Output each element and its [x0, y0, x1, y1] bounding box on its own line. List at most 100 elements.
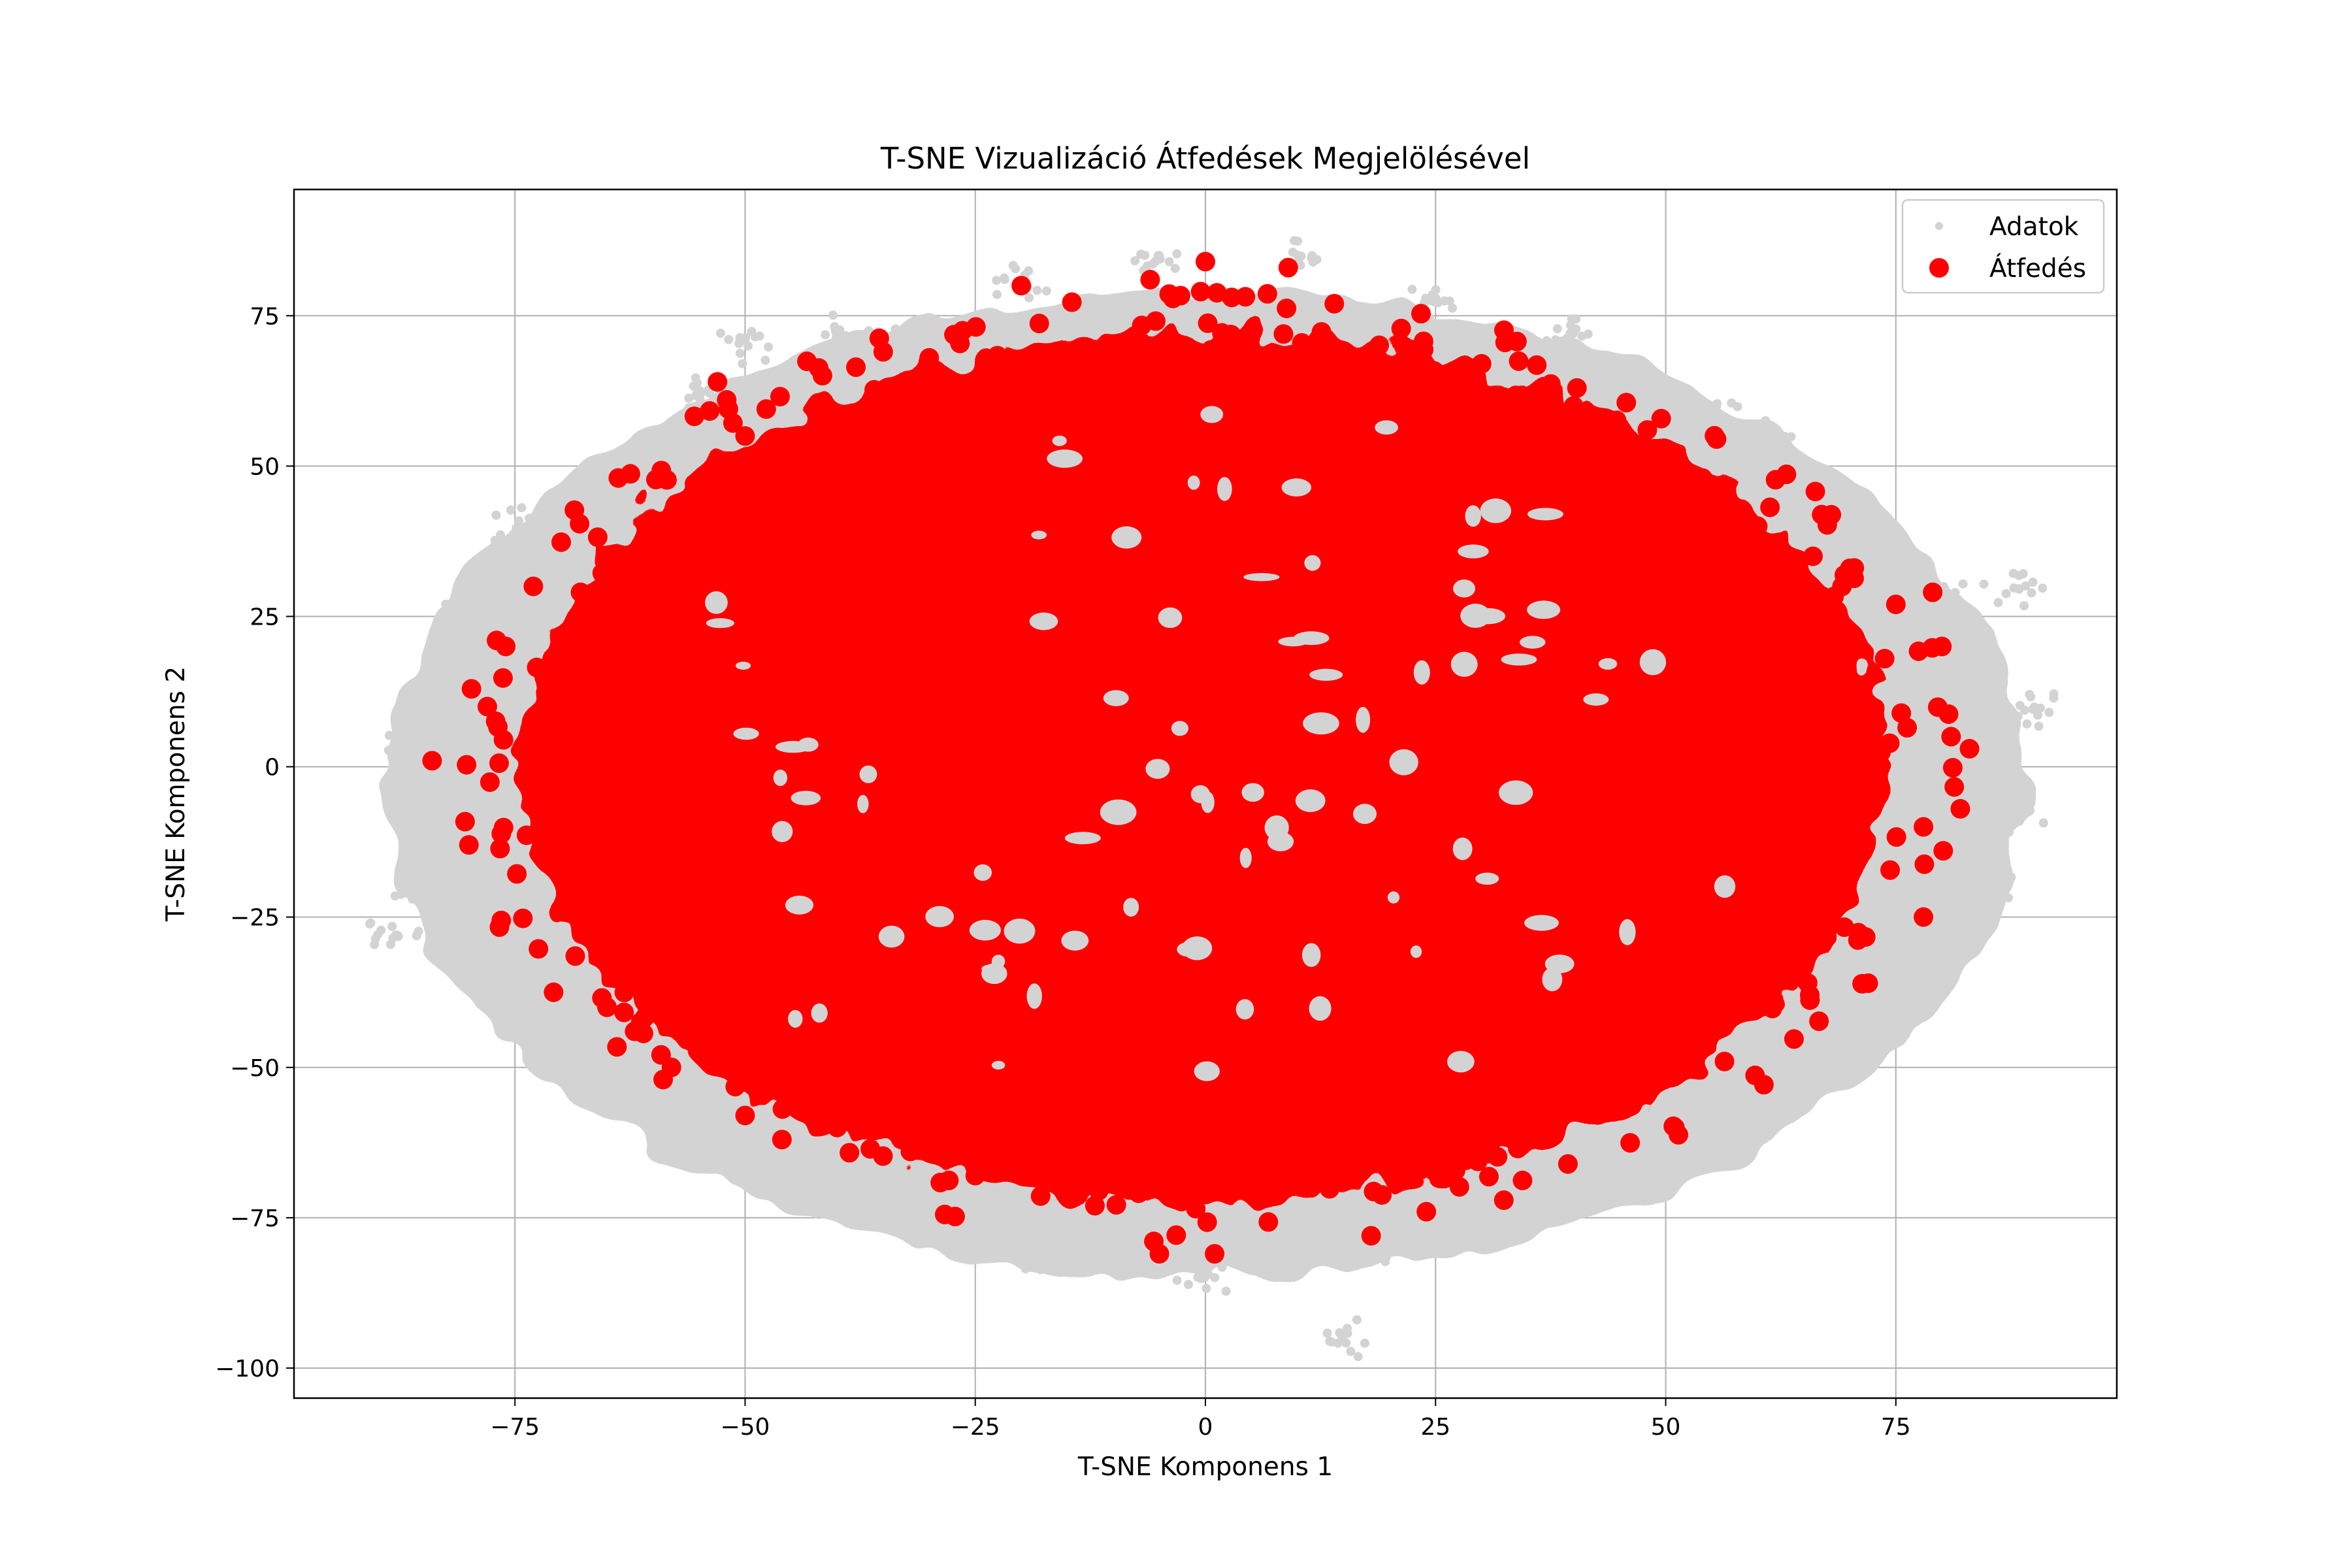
overlap-point — [529, 939, 549, 959]
data-point — [861, 1202, 871, 1212]
overlap-point — [1908, 641, 1929, 661]
data-point — [1733, 402, 1742, 412]
overlap-point — [635, 513, 655, 533]
overlap-gap — [1239, 847, 1252, 868]
data-point — [443, 881, 453, 890]
overlap-gap — [1171, 721, 1189, 736]
overlap-point — [1258, 1212, 1279, 1232]
overlap-point — [744, 1053, 764, 1073]
overlap-point — [1190, 282, 1211, 302]
overlap-point — [544, 982, 564, 1002]
data-point — [474, 606, 483, 615]
overlap-gap — [772, 821, 793, 843]
data-point — [1730, 1105, 1740, 1115]
overlap-point — [1765, 470, 1786, 490]
overlap-point — [1196, 252, 1215, 272]
y-tick-label: 25 — [250, 604, 280, 630]
data-point — [2018, 569, 2028, 579]
overlap-point — [930, 1172, 951, 1192]
y-tick-label: 75 — [250, 303, 280, 330]
overlap-point — [827, 1117, 847, 1137]
overlap-point — [1197, 1212, 1217, 1232]
data-point — [1577, 348, 1587, 358]
overlap-point — [1257, 284, 1277, 304]
overlap-point — [679, 1005, 699, 1026]
overlap-point — [725, 1077, 745, 1097]
x-tick-label: 0 — [1198, 1414, 1213, 1441]
data-point — [1024, 293, 1034, 302]
overlap-point — [1718, 1005, 1738, 1025]
data-point — [548, 589, 558, 599]
overlap-point — [840, 1143, 860, 1163]
overlap-point — [523, 576, 544, 596]
overlap-gap — [1475, 872, 1499, 885]
overlap-gap — [1123, 898, 1139, 917]
overlap-point — [846, 357, 866, 377]
data-point — [1307, 251, 1317, 261]
overlap-point — [1039, 1162, 1060, 1182]
overlap-point — [651, 1045, 671, 1065]
overlap-gap — [1460, 603, 1491, 629]
data-point — [992, 289, 1002, 299]
data-point — [796, 383, 806, 393]
overlap-gap — [1375, 420, 1399, 435]
overlap-point — [1494, 320, 1514, 340]
overlap-point — [490, 838, 510, 858]
data-point — [1712, 399, 1722, 408]
overlap-point — [1226, 1170, 1247, 1190]
overlap-point — [1106, 1195, 1126, 1215]
data-point — [1958, 579, 1968, 589]
data-point — [1153, 252, 1163, 261]
overlap-point — [1508, 1138, 1528, 1158]
overlap-point — [967, 372, 987, 392]
overlap-point — [537, 667, 557, 687]
data-point — [580, 1038, 589, 1048]
data-point — [1130, 256, 1140, 266]
overlap-point — [1603, 1102, 1624, 1122]
overlap-point — [1277, 298, 1297, 318]
overlap-point — [555, 787, 575, 807]
data-point — [594, 1039, 604, 1049]
data-point — [1919, 572, 1929, 582]
data-point — [456, 613, 466, 623]
overlap-point — [1651, 408, 1671, 429]
overlap-point — [1725, 498, 1746, 519]
data-point — [679, 1111, 689, 1120]
overlap-gap — [1413, 660, 1430, 685]
overlap-point — [684, 474, 704, 494]
x-tick-label: −75 — [490, 1414, 540, 1441]
overlap-point — [779, 435, 800, 455]
overlap-point — [1859, 731, 1879, 751]
data-point — [1368, 1256, 1378, 1266]
data-point — [1906, 980, 1916, 990]
overlap-point — [513, 908, 533, 928]
overlap-point — [485, 711, 506, 731]
data-point — [1714, 1088, 1724, 1098]
data-point — [1859, 1041, 1869, 1051]
data-point — [1705, 1091, 1714, 1101]
overlap-gap — [775, 741, 811, 753]
overlap-gap — [1410, 945, 1422, 958]
y-axis-ticks: −100 −75 −50 −25 0 25 50 75 — [215, 303, 294, 1382]
overlap-point — [1130, 336, 1151, 357]
overlap-point — [603, 928, 623, 949]
overlap-gap — [1293, 631, 1330, 645]
overlap-point — [1128, 1183, 1149, 1203]
overlap-point — [1637, 420, 1658, 440]
overlap-gap — [706, 618, 734, 629]
data-point — [1784, 440, 1793, 450]
overlap-gap — [735, 661, 751, 670]
data-point — [1770, 427, 1780, 437]
overlap-point — [1805, 482, 1825, 502]
overlap-point — [526, 768, 546, 788]
overlap-point — [1425, 373, 1445, 393]
data-point — [1381, 1252, 1391, 1262]
data-point — [409, 787, 419, 796]
data-point — [612, 1024, 621, 1034]
overlap-gap — [1480, 498, 1512, 523]
overlap-gap — [1100, 799, 1137, 825]
data-point — [399, 791, 408, 801]
data-point — [1999, 817, 2009, 827]
overlap-gap — [705, 591, 728, 614]
overlap-point — [1273, 324, 1294, 344]
